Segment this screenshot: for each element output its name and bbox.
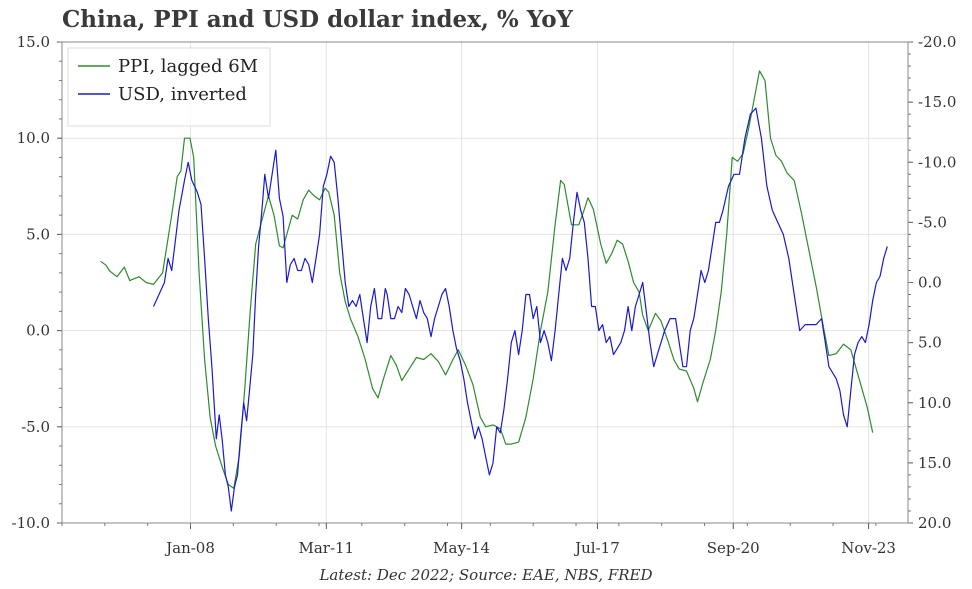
y-right-tick-label: 0.0 — [918, 274, 942, 292]
y-right-tick-label: 20.0 — [918, 514, 951, 532]
y-right-tick-label: -10.0 — [918, 153, 956, 171]
y-right-tick-label: 5.0 — [918, 334, 942, 352]
y-right-tick-label: -15.0 — [918, 93, 956, 111]
source-caption: Latest: Dec 2022; Source: EAE, NBS, FRED — [319, 566, 653, 584]
x-tick-label: May-14 — [433, 539, 490, 557]
legend-label: PPI, lagged 6M — [118, 56, 258, 77]
series-layer — [100, 70, 888, 512]
y-left-tick-label: 10.0 — [17, 129, 50, 147]
y-left-tick-label: 5.0 — [26, 225, 50, 243]
legend-label: USD, inverted — [118, 84, 247, 105]
y-left-tick-label: -10.0 — [12, 514, 50, 532]
x-tick-label: Jul-17 — [573, 539, 620, 557]
x-tick-label: Sep-20 — [707, 539, 760, 557]
y-left-tick-label: 0.0 — [26, 322, 50, 340]
x-tick-label: Mar-11 — [298, 539, 354, 557]
legend-box — [67, 47, 271, 127]
y-right-tick-label: -20.0 — [918, 33, 956, 51]
y-left-tick-label: -5.0 — [21, 418, 50, 436]
x-tick-label: Jan-08 — [164, 539, 215, 557]
y-left-tick-label: 15.0 — [17, 33, 50, 51]
series-line-usd — [152, 107, 888, 512]
axis-layer: -10.0 -5.0 0.0 5.0 10.0 15.0 20.0 15.0 10.0 5.0 0.… — [12, 33, 957, 557]
y-right-tick-label: 10.0 — [918, 394, 951, 412]
y-right-tick-label: -5.0 — [918, 213, 947, 231]
chart-title: China, PPI and USD dollar index, % YoY — [62, 6, 573, 33]
x-tick-label: Nov-23 — [841, 539, 896, 557]
series-line-ppi — [100, 70, 874, 489]
legend: PPI, lagged 6M USD, inverted — [67, 47, 271, 127]
y-right-tick-label: 15.0 — [918, 454, 951, 472]
